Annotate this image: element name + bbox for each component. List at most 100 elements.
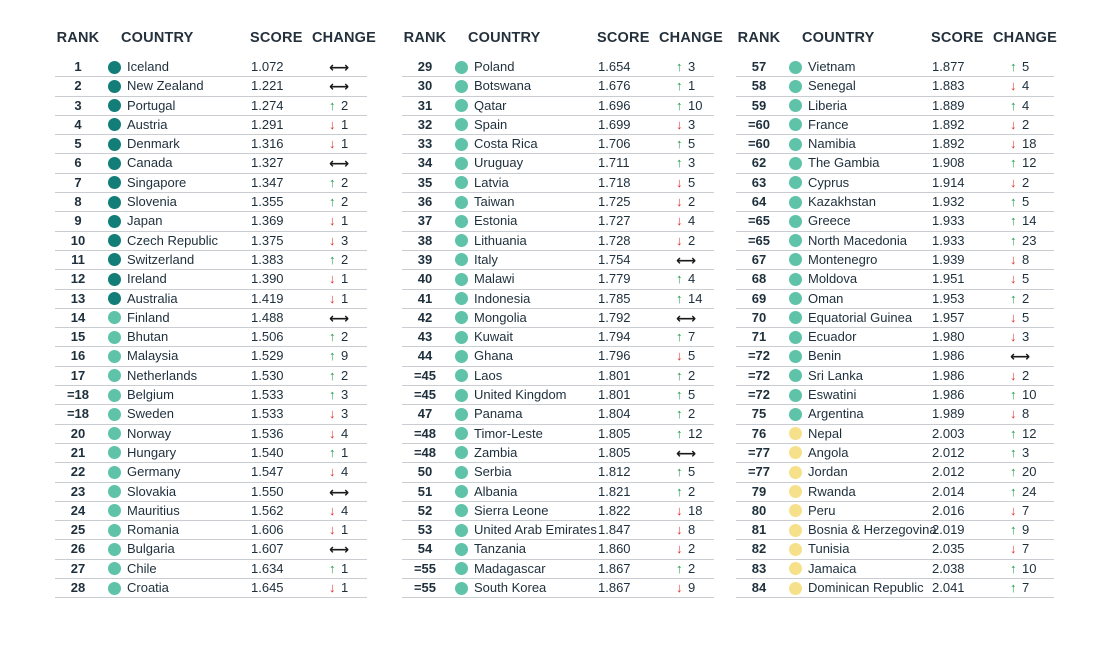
- change-cell: ↓ 8: [1010, 405, 1050, 423]
- table-row: 17 Netherlands 1.530 ↑ 2: [55, 367, 367, 387]
- arrow-down-icon: ↓: [1010, 502, 1017, 518]
- table-row: 82 Tunisia 2.035 ↓ 7: [736, 540, 1054, 560]
- score-cell: 1.550: [251, 483, 284, 499]
- country-cell: Spain: [474, 116, 508, 132]
- change-cell: ↓ 4: [329, 425, 369, 443]
- arrow-up-icon: ↑: [676, 367, 683, 383]
- tier-dot-icon: [108, 407, 121, 421]
- change-cell: ↓ 3: [329, 405, 369, 423]
- change-cell: ↑ 4: [1010, 97, 1050, 115]
- tier-dot-icon: [455, 485, 468, 499]
- tier-dot-icon: [108, 156, 121, 170]
- change-cell: ↑ 5: [1010, 193, 1050, 211]
- country-cell: Liberia: [808, 97, 848, 113]
- change-cell: ↑ 3: [676, 58, 716, 76]
- change-cell: ↓ 2: [676, 232, 716, 250]
- table-row: 33 Costa Rica 1.706 ↑ 5: [402, 135, 714, 155]
- score-cell: 1.547: [251, 464, 284, 480]
- table-row: =77 Jordan 2.012 ↑ 20: [736, 463, 1054, 483]
- change-value: 5: [688, 464, 696, 480]
- country-cell: Serbia: [474, 464, 512, 480]
- rank-cell: 22: [70, 464, 86, 480]
- tier-dot-icon: [789, 523, 802, 537]
- change-cell: ↓ 9: [676, 579, 716, 597]
- rank-cell: 39: [417, 251, 433, 267]
- table-row: 30 Botswana 1.676 ↑ 1: [402, 77, 714, 97]
- rank-cell: 26: [70, 541, 86, 557]
- rank-cell: 7: [74, 174, 82, 190]
- change-cell: ↑ 3: [329, 386, 369, 404]
- score-cell: 2.035: [932, 541, 965, 557]
- arrow-up-icon: ↑: [1010, 444, 1017, 460]
- score-cell: 1.072: [251, 59, 284, 74]
- arrow-left-right-icon: ⟷: [329, 541, 350, 558]
- country-cell: Uruguay: [474, 155, 524, 171]
- arrow-up-icon: ↑: [676, 560, 683, 576]
- table-row: =72 Eswatini 1.986 ↑ 10: [736, 386, 1054, 406]
- score-cell: 2.016: [932, 502, 965, 518]
- score-cell: 1.562: [251, 502, 284, 518]
- country-header: COUNTRY: [802, 30, 875, 46]
- change-value: 1: [341, 444, 349, 460]
- country-cell: United Arab Emirates: [474, 522, 597, 538]
- change-value: 4: [1022, 97, 1030, 113]
- change-cell: ↓ 7: [1010, 540, 1050, 558]
- tier-dot-icon: [789, 369, 802, 383]
- arrow-up-icon: ↑: [329, 194, 336, 210]
- change-header: CHANGE: [659, 30, 724, 46]
- rank-cell: =60: [747, 136, 771, 152]
- tier-dot-icon: [789, 427, 802, 441]
- tier-dot-icon: [789, 562, 802, 576]
- rank-cell: 59: [751, 97, 767, 113]
- arrow-down-icon: ↓: [676, 580, 683, 596]
- score-cell: 1.939: [932, 251, 965, 267]
- rank-cell: 64: [751, 194, 767, 210]
- score-cell: 1.291: [251, 116, 284, 132]
- tier-dot-icon: [455, 407, 468, 421]
- table-row: 15 Bhutan 1.506 ↑ 2: [55, 328, 367, 348]
- score-cell: 1.533: [251, 406, 284, 422]
- change-value: 2: [1022, 116, 1030, 132]
- table-row: 20 Norway 1.536 ↓ 4: [55, 425, 367, 444]
- table-row: 59 Liberia 1.889 ↑ 4: [736, 97, 1054, 116]
- tier-dot-icon: [455, 99, 468, 113]
- score-cell: 1.933: [932, 232, 965, 248]
- arrow-left-right-icon: ⟷: [676, 444, 697, 461]
- change-value: 2: [341, 367, 349, 383]
- country-cell: Costa Rica: [474, 136, 538, 152]
- table-row: 35 Latvia 1.718 ↓ 5: [402, 174, 714, 194]
- arrow-left-right-icon: ⟷: [329, 78, 350, 95]
- score-cell: 1.530: [251, 367, 284, 383]
- rank-cell: 29: [417, 59, 433, 74]
- change-cell: ↑ 5: [1010, 58, 1050, 76]
- score-cell: 1.794: [598, 329, 631, 345]
- table-row: 6 Canada 1.327 ⟷: [55, 154, 367, 174]
- tier-dot-icon: [108, 349, 121, 363]
- table-row: 80 Peru 2.016 ↓ 7: [736, 502, 1054, 522]
- tier-dot-icon: [455, 562, 468, 576]
- change-value: 1: [341, 116, 349, 132]
- rank-cell: 27: [70, 560, 86, 576]
- rank-cell: 9: [74, 213, 82, 229]
- score-cell: 1.801: [598, 367, 631, 383]
- arrow-down-icon: ↓: [676, 522, 683, 538]
- tier-dot-icon: [789, 292, 802, 306]
- country-cell: Malawi: [474, 271, 515, 287]
- country-header: COUNTRY: [121, 30, 194, 46]
- rank-cell: 4: [74, 116, 82, 132]
- score-header: SCORE: [597, 30, 650, 46]
- tier-dot-icon: [108, 485, 121, 499]
- country-cell: Latvia: [474, 174, 509, 190]
- score-cell: 1.536: [251, 425, 284, 441]
- arrow-up-icon: ↑: [676, 406, 683, 422]
- arrow-down-icon: ↓: [1010, 251, 1017, 267]
- country-cell: Japan: [127, 213, 163, 229]
- change-cell: ↑ 5: [676, 463, 716, 481]
- country-cell: Panama: [474, 406, 523, 422]
- change-value: 4: [341, 464, 349, 480]
- arrow-down-icon: ↓: [1010, 116, 1017, 132]
- tier-dot-icon: [108, 581, 121, 595]
- tier-dot-icon: [455, 60, 468, 74]
- rank-cell: 36: [417, 194, 433, 210]
- change-value: 1: [341, 271, 349, 287]
